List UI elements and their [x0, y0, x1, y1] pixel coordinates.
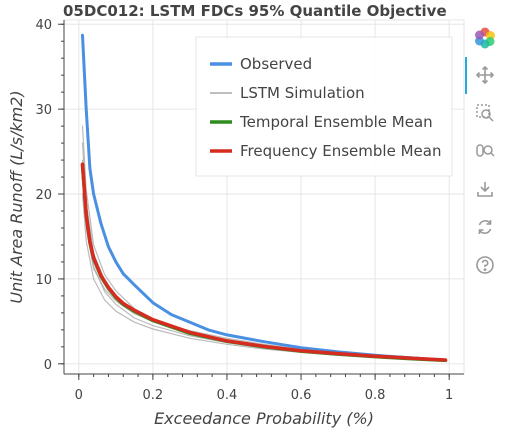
series-layer	[80, 33, 448, 363]
help-icon[interactable]	[473, 253, 497, 277]
series-line-lstm-simulation-3	[81, 172, 447, 361]
x-tick-label-4: 0.8	[365, 388, 386, 403]
chart-toolbar	[465, 20, 509, 290]
x-tick-label-3: 0.6	[291, 388, 312, 403]
bokeh-logo-icon[interactable]	[473, 26, 497, 50]
legend-item-3[interactable]: Frequency Ensemble Mean	[240, 142, 441, 160]
legend-item-1[interactable]: LSTM Simulation	[240, 84, 365, 102]
series-line-observed	[81, 33, 447, 362]
x-tick-label-0: 0	[75, 388, 83, 403]
x-axis-label: Exceedance Probability (%)	[154, 409, 374, 428]
y-tick-label-0: 0	[44, 358, 52, 373]
pan-icon[interactable]	[473, 63, 497, 87]
chart-title: 05DC012: LSTM FDCs 95% Quantile Objectiv…	[63, 2, 447, 20]
legend-box	[195, 36, 453, 177]
box-zoom-icon[interactable]	[473, 101, 497, 125]
legend-item-0[interactable]: Observed	[240, 55, 312, 73]
series-line-lstm-simulation-2	[81, 193, 447, 362]
legend[interactable]: Observed LSTM Simulation Temporal Ensemble…	[195, 36, 453, 177]
legend-item-2[interactable]: Temporal Ensemble Mean	[239, 113, 433, 131]
series-line-frequency-ensemble-mean	[80, 162, 448, 362]
x-tick-label-1: 0.2	[143, 388, 164, 403]
y-axis-label: Unit Area Runoff (L/s/km2)	[7, 90, 26, 303]
y-tick-label-1: 10	[35, 273, 52, 288]
x-tick-label-5: 1	[445, 388, 453, 403]
save-icon[interactable]	[473, 177, 497, 201]
y-tick-label-4: 40	[35, 18, 52, 33]
wheel-zoom-icon[interactable]	[473, 139, 497, 163]
reset-icon[interactable]	[473, 215, 497, 239]
y-tick-label-3: 30	[35, 103, 52, 118]
y-tick-label-2: 20	[35, 188, 52, 203]
active-tool-indicator	[465, 57, 467, 94]
x-tick-label-2: 0.4	[217, 388, 238, 403]
series-line-lstm-simulation-1	[81, 159, 447, 362]
